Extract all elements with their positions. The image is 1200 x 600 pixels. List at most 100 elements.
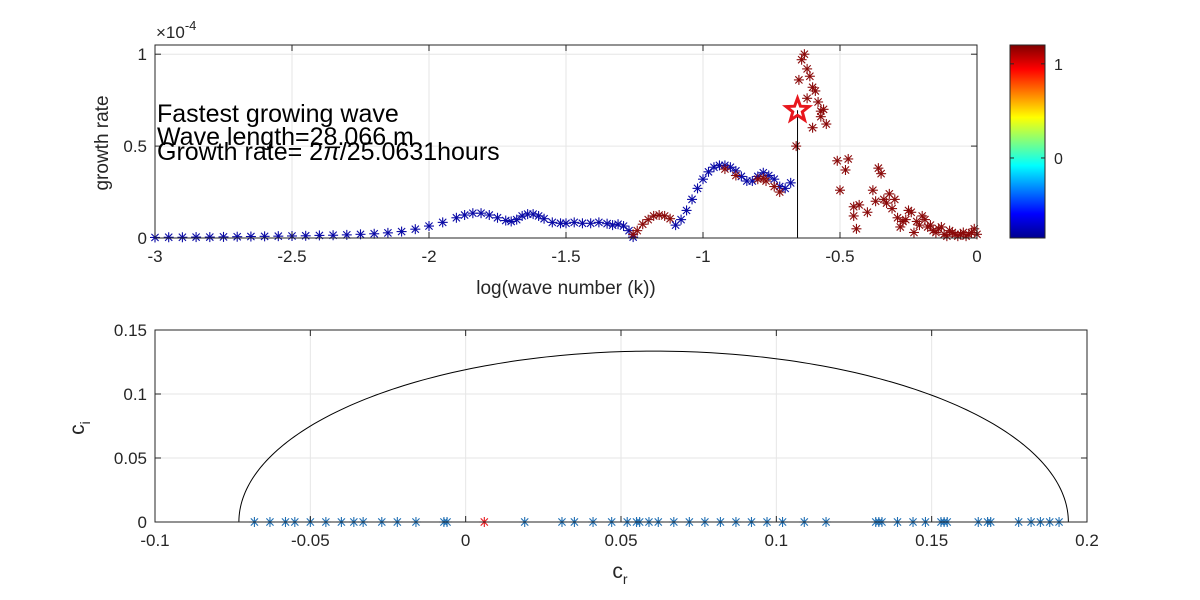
growth-rate-point <box>410 224 421 235</box>
annotation-title: Fastest growing wave <box>157 100 399 128</box>
growth-rate-point <box>876 168 887 179</box>
growth-rate-point <box>898 216 909 227</box>
growth-rate-point <box>832 155 843 166</box>
colorbar-ticks: 01 <box>1010 57 1063 168</box>
y-axis-label: growth rate <box>92 95 113 190</box>
growth-rate-point <box>900 214 911 225</box>
growth-rate-point <box>492 212 503 223</box>
growth-rate-point <box>807 122 818 133</box>
growth-rate-point <box>437 217 448 228</box>
growth-rate-point <box>793 74 804 85</box>
growth-rate-point <box>840 164 851 175</box>
growth-rate-point <box>867 185 878 196</box>
y-tick-label: 0 <box>138 229 147 248</box>
growth-rate-point <box>906 207 917 218</box>
y-tick-label: 0.5 <box>123 137 147 156</box>
growth-rate-point <box>459 210 470 221</box>
x-tick-label: 0.2 <box>1075 531 1099 550</box>
growth-rate-point <box>300 230 311 241</box>
growth-rate-panel: -3 -2.5 -2 -1.5 -1 -0.5 0 0 0.5 1 ×10-4 growth ra… <box>92 18 1063 299</box>
y-tick-label: 0.15 <box>114 321 147 340</box>
growth-rate-point <box>328 230 339 241</box>
x-tick-label: -2 <box>421 247 436 266</box>
growth-rate-point <box>218 231 229 242</box>
growth-rate-point <box>163 232 174 243</box>
x-tick-label: 0.05 <box>604 531 637 550</box>
growth-rate-point <box>476 208 487 219</box>
growth-rate-point <box>382 227 393 238</box>
colorbar <box>1009 44 1046 239</box>
growth-rate-point <box>245 231 256 242</box>
growth-rate-point <box>467 208 478 219</box>
growth-rate-point <box>632 225 643 236</box>
growth-rate-point <box>484 210 495 221</box>
growth-rate-point <box>889 194 900 205</box>
exponent-label: ×10-4 <box>156 18 196 42</box>
x-tick-label: -0.05 <box>291 531 330 550</box>
growth-rate-point <box>791 141 802 152</box>
growth-rate-point <box>396 226 407 237</box>
growth-rate-point <box>341 229 352 240</box>
ticks: -0.1 -0.05 0 0.05 0.1 0.15 0.2 0 0.05 0.1 0.15 <box>114 321 1099 550</box>
semicircle-bound <box>238 350 1069 523</box>
growth-rate-point <box>177 232 188 243</box>
x-tick-label: -1 <box>695 247 710 266</box>
y-tick-label: 0.05 <box>114 449 147 468</box>
growth-rate-point <box>613 219 624 230</box>
growth-rate-point <box>813 96 824 107</box>
x-tick-label: -0.5 <box>825 247 854 266</box>
growth-rate-point <box>873 163 884 174</box>
x-axis-label: cr <box>612 560 628 587</box>
growth-rate-point <box>730 170 741 181</box>
growth-rate-point <box>848 201 859 212</box>
growth-rate-point <box>892 212 903 223</box>
growth-rate-point <box>810 85 821 96</box>
growth-rate-point <box>643 214 654 225</box>
growth-rate-point <box>903 205 914 216</box>
growth-rate-point <box>665 213 676 224</box>
growth-rate-point <box>785 177 796 188</box>
growth-rate-point <box>818 104 829 115</box>
growth-rate-point <box>908 227 919 238</box>
growth-rate-point <box>862 207 873 218</box>
x-tick-label: -3 <box>147 247 162 266</box>
growth-rate-point <box>799 49 810 60</box>
growth-rate-point <box>585 218 596 229</box>
x-tick-label: 0 <box>972 247 981 266</box>
growth-rate-point <box>884 188 895 199</box>
growth-rate-point <box>607 220 618 231</box>
x-tick-label: 0 <box>461 531 470 550</box>
x-tick-label: -0.1 <box>140 531 169 550</box>
growth-rate-point <box>232 231 243 242</box>
growth-rate-point <box>804 71 815 82</box>
growth-rate-point <box>692 183 703 194</box>
growth-rate-point <box>703 166 714 177</box>
growth-rate-point <box>314 230 325 241</box>
growth-rate-point <box>539 213 550 224</box>
growth-rate-point <box>259 231 270 242</box>
growth-rate-point <box>593 217 604 228</box>
growth-rate-point <box>273 231 284 242</box>
growth-rate-point <box>870 196 881 207</box>
colorbar-tick-label: 0 <box>1054 151 1063 168</box>
growth-rate-point <box>851 223 862 234</box>
growth-rate-point <box>561 218 571 229</box>
growth-rate-point <box>802 93 813 104</box>
y-tick-label: 1 <box>138 45 147 64</box>
growth-rate-point <box>843 153 854 164</box>
growth-rate-point <box>761 176 772 187</box>
data-marks <box>150 49 982 243</box>
growth-rate-point <box>815 111 826 122</box>
colorbar-tick-label: 1 <box>1054 57 1063 74</box>
growth-rate-point <box>821 119 832 130</box>
phase-speed-panel: -0.1 -0.05 0 0.05 0.1 0.15 0.200.050.10.15 ci … <box>66 321 1099 587</box>
growth-rate-point <box>802 63 813 74</box>
growth-rate-point <box>191 232 202 243</box>
growth-rate-point <box>547 217 558 228</box>
growth-rate-point <box>854 199 865 210</box>
growth-rate-point <box>835 185 845 196</box>
growth-rate-point <box>204 232 215 243</box>
fastest-wave-star <box>782 93 814 124</box>
growth-rate-point <box>569 217 580 228</box>
